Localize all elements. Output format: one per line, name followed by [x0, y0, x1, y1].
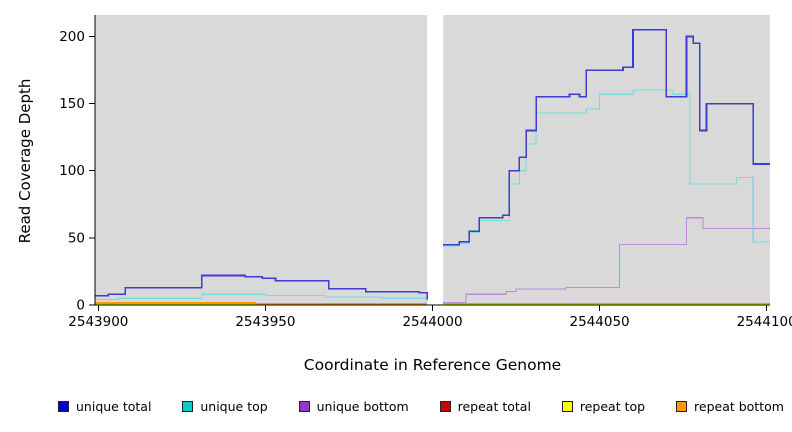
- legend-label: unique total: [76, 399, 152, 414]
- y-tick-label: 200: [59, 29, 85, 45]
- legend-item-repeat-bottom: repeat bottom: [676, 399, 784, 414]
- series-unique-total: [95, 274, 428, 300]
- series-unique-total: [443, 28, 770, 246]
- x-tick-label: 2544000: [402, 314, 462, 330]
- legend: unique total unique top unique bottom repea…: [58, 399, 784, 414]
- x-tick-label: 2544050: [570, 314, 630, 330]
- x-axis-title: Coordinate in Reference Genome: [303, 356, 562, 374]
- legend-label: repeat total: [457, 399, 531, 414]
- legend-label: unique top: [200, 399, 268, 414]
- legend-label: unique bottom: [316, 399, 409, 414]
- series-unique-top: [95, 293, 428, 303]
- y-axis-title: Read Coverage Depth: [16, 78, 34, 244]
- x-tick-label: 2543900: [68, 314, 128, 330]
- legend-label: repeat top: [579, 399, 646, 414]
- series-unique-bottom: [443, 217, 770, 303]
- y-tick-label: 100: [59, 163, 85, 179]
- y-tick-label: 50: [68, 230, 85, 246]
- y-tick-label: 0: [76, 298, 85, 314]
- legend-swatch-icon: [676, 401, 688, 412]
- y-tick-label: 150: [59, 96, 85, 112]
- legend-label: repeat bottom: [694, 399, 784, 414]
- legend-item-repeat-total: repeat total: [439, 399, 531, 414]
- legend-swatch-icon: [561, 401, 573, 412]
- x-tick-label: 2544100: [737, 314, 792, 330]
- x-tick-label: 2543950: [235, 314, 295, 330]
- legend-swatch-icon: [439, 401, 451, 412]
- legend-item-unique-bottom: unique bottom: [298, 399, 409, 414]
- legend-item-unique-total: unique total: [58, 399, 151, 414]
- legend-swatch-icon: [298, 401, 310, 412]
- series-unique-top: [443, 89, 770, 247]
- legend-swatch-icon: [58, 401, 69, 412]
- legend-item-repeat-top: repeat top: [561, 399, 646, 414]
- legend-swatch-icon: [182, 401, 194, 412]
- legend-item-unique-top: unique top: [182, 399, 268, 414]
- no-data-gap: [427, 13, 444, 305]
